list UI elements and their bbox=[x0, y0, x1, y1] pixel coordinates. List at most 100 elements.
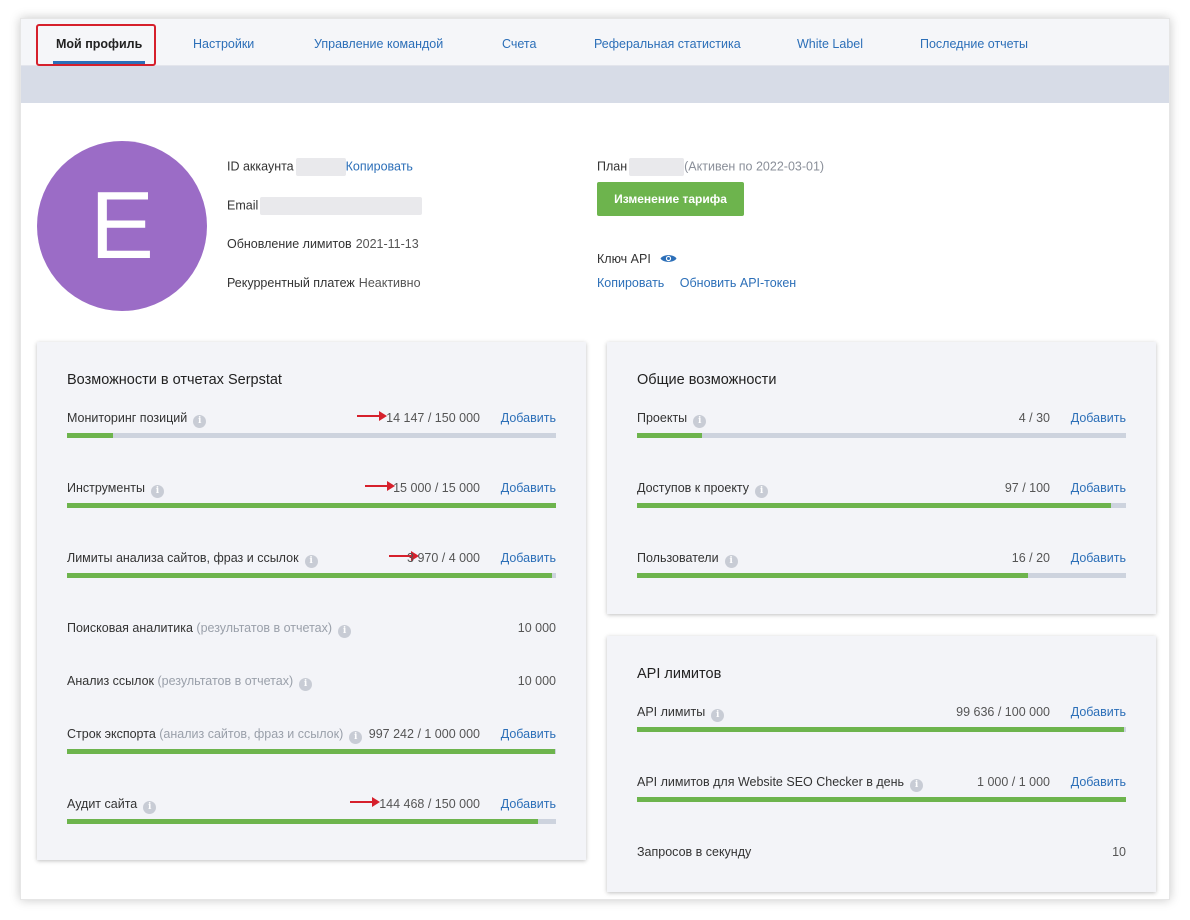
add-button[interactable]: Добавить bbox=[500, 551, 556, 565]
plan-field: План (Активен по 2022-03-01) bbox=[597, 158, 824, 176]
progress-bar bbox=[637, 433, 1126, 438]
tab-team-management[interactable]: Управление командой bbox=[314, 37, 444, 51]
tab-referral-stats[interactable]: Реферальная статистика bbox=[594, 37, 741, 51]
row-count: 144 468 / 150 000 bbox=[379, 797, 480, 811]
progress-bar bbox=[67, 749, 556, 754]
row-label: Аудит сайта i bbox=[67, 797, 157, 814]
progress-fill bbox=[637, 573, 1029, 578]
recurring-payment-field: Рекуррентный платеж Неактивно bbox=[227, 276, 421, 290]
row-label: Лимиты анализа сайтов, фраз и ссылок i bbox=[67, 551, 318, 568]
account-id-field: ID аккаунта Копировать bbox=[227, 158, 413, 176]
limit-row-seo-checker: API лимитов для Website SEO Checker в де… bbox=[637, 775, 1126, 815]
avatar: E bbox=[37, 141, 207, 311]
card-title: Общие возможности bbox=[637, 372, 777, 388]
add-button[interactable]: Добавить bbox=[1070, 551, 1126, 565]
limit-row-project-access: Доступов к проекту i 97 / 100 Добавить bbox=[637, 481, 1126, 521]
row-count: 97 / 100 bbox=[1004, 481, 1050, 495]
plan-label: План bbox=[597, 159, 628, 174]
add-button[interactable]: Добавить bbox=[1070, 481, 1126, 495]
progress-bar bbox=[67, 819, 556, 824]
red-arrow-icon bbox=[357, 411, 387, 421]
limit-row-tools: Инструменты i 15 000 / 15 000 Добавить bbox=[67, 481, 556, 521]
tab-invoices[interactable]: Счета bbox=[502, 37, 537, 51]
add-button[interactable]: Добавить bbox=[500, 727, 556, 741]
info-icon[interactable]: i bbox=[299, 678, 313, 691]
progress-bar bbox=[67, 433, 556, 438]
limit-row-users: Пользователи i 16 / 20 Добавить bbox=[637, 551, 1126, 591]
red-arrow-icon bbox=[365, 481, 395, 491]
row-label: Инструменты i bbox=[67, 481, 164, 498]
add-button[interactable]: Добавить bbox=[1070, 775, 1126, 789]
account-id-redacted bbox=[295, 158, 346, 176]
add-button[interactable]: Добавить bbox=[500, 411, 556, 425]
limit-row-export-rows: Строк экспорта (анализ сайтов, фраз и сс… bbox=[67, 727, 556, 767]
progress-fill bbox=[67, 503, 556, 508]
row-count: 14 147 / 150 000 bbox=[386, 411, 480, 425]
info-icon[interactable]: i bbox=[724, 555, 738, 568]
info-icon[interactable]: i bbox=[755, 485, 769, 498]
info-icon[interactable]: i bbox=[150, 485, 164, 498]
row-count: 10 bbox=[1112, 845, 1126, 859]
tab-settings[interactable]: Настройки bbox=[193, 37, 255, 51]
api-key-label: Ключ API bbox=[597, 252, 651, 266]
info-icon[interactable]: i bbox=[711, 709, 725, 722]
add-button[interactable]: Добавить bbox=[1070, 411, 1126, 425]
row-count: 1 000 / 1 000 bbox=[977, 775, 1050, 789]
row-count: 10 000 bbox=[517, 674, 556, 688]
card-title: Возможности в отчетах Serpstat bbox=[67, 372, 282, 388]
copy-account-id-link[interactable]: Копировать bbox=[345, 159, 413, 174]
info-icon[interactable]: i bbox=[193, 415, 207, 428]
tab-bar: Мой профиль Настройки Управление командо… bbox=[21, 19, 1169, 66]
row-label: API лимитов для Website SEO Checker в де… bbox=[637, 775, 924, 792]
add-button[interactable]: Добавить bbox=[500, 481, 556, 495]
eye-icon[interactable] bbox=[660, 253, 677, 267]
progress-bar bbox=[637, 797, 1126, 802]
row-label: Анализ ссылок (результатов в отчетах) i bbox=[67, 674, 313, 691]
limit-row-position-monitoring: Мониторинг позиций i 14 147 / 150 000 Доб… bbox=[67, 411, 556, 451]
row-label: API лимиты i bbox=[637, 705, 725, 722]
profile-window: Мой профиль Настройки Управление командо… bbox=[20, 18, 1170, 900]
tab-recent-reports[interactable]: Последние отчеты bbox=[920, 37, 1028, 51]
add-button[interactable]: Добавить bbox=[500, 797, 556, 811]
limit-row-requests-per-second: Запросов в секунду 10 bbox=[637, 845, 1126, 885]
info-icon[interactable]: i bbox=[349, 731, 363, 744]
info-icon[interactable]: i bbox=[143, 801, 157, 814]
plan-redacted bbox=[629, 158, 685, 176]
info-icon[interactable]: i bbox=[910, 779, 924, 792]
progress-fill bbox=[67, 433, 113, 438]
row-count: 16 / 20 bbox=[1011, 551, 1050, 565]
row-count: 15 000 / 15 000 bbox=[393, 481, 480, 495]
refresh-api-token-link[interactable]: Обновить API-токен bbox=[679, 276, 797, 290]
progress-fill bbox=[637, 797, 1126, 802]
row-label: Запросов в секунду bbox=[637, 845, 752, 859]
email-field: Email bbox=[227, 197, 423, 215]
copy-api-key-link[interactable]: Копировать bbox=[597, 276, 665, 290]
tab-white-label[interactable]: White Label bbox=[797, 37, 864, 51]
progress-bar bbox=[67, 503, 556, 508]
progress-bar bbox=[637, 727, 1126, 732]
info-icon[interactable]: i bbox=[693, 415, 707, 428]
row-count: 99 636 / 100 000 bbox=[956, 705, 1050, 719]
progress-fill bbox=[67, 819, 538, 824]
recurring-payment-value: Неактивно bbox=[358, 276, 421, 290]
red-arrow-icon bbox=[350, 797, 380, 807]
row-label: Строк экспорта (анализ сайтов, фраз и сс… bbox=[67, 727, 363, 744]
row-count: 10 000 bbox=[517, 621, 556, 635]
row-label: Доступов к проекту i bbox=[637, 481, 769, 498]
api-limits-card: API лимитов API лимиты i 99 636 / 100 000… bbox=[607, 636, 1156, 892]
row-label: Поисковая аналитика (результатов в отчет… bbox=[67, 621, 352, 638]
tab-my-profile[interactable]: Мой профиль bbox=[52, 19, 146, 66]
info-icon[interactable]: i bbox=[304, 555, 318, 568]
limit-row-site-analysis: Лимиты анализа сайтов, фраз и ссылок i 3 … bbox=[67, 551, 556, 591]
limit-row-search-analytics: Поисковая аналитика (результатов в отчет… bbox=[67, 621, 556, 661]
limits-update-value: 2021-11-13 bbox=[355, 237, 419, 251]
change-plan-button[interactable]: Изменение тарифа bbox=[597, 182, 744, 216]
progress-bar bbox=[637, 573, 1126, 578]
progress-fill bbox=[67, 749, 555, 754]
add-button[interactable]: Добавить bbox=[1070, 705, 1126, 719]
limits-update-field: Обновление лимитов 2021-11-13 bbox=[227, 237, 419, 251]
limit-row-api: API лимиты i 99 636 / 100 000 Добавить bbox=[637, 705, 1126, 745]
email-redacted bbox=[260, 197, 423, 215]
row-count: 997 242 / 1 000 000 bbox=[368, 727, 480, 741]
info-icon[interactable]: i bbox=[338, 625, 352, 638]
